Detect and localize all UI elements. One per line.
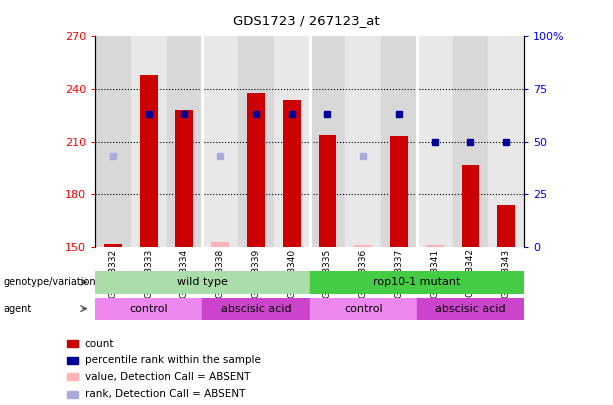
Bar bbox=[104, 243, 122, 247]
Bar bbox=[310, 271, 524, 294]
Text: GDS1723 / 267123_at: GDS1723 / 267123_at bbox=[233, 14, 380, 27]
Text: control: control bbox=[129, 304, 168, 314]
Bar bbox=[238, 36, 274, 247]
Text: abscisic acid: abscisic acid bbox=[435, 304, 506, 314]
Text: control: control bbox=[344, 304, 383, 314]
Text: abscisic acid: abscisic acid bbox=[221, 304, 291, 314]
Bar bbox=[390, 136, 408, 247]
Bar bbox=[417, 36, 452, 247]
Bar bbox=[497, 205, 515, 247]
Bar bbox=[95, 298, 202, 320]
Text: value, Detection Call = ABSENT: value, Detection Call = ABSENT bbox=[85, 372, 250, 382]
Bar bbox=[202, 298, 310, 320]
Bar bbox=[426, 245, 444, 247]
Bar bbox=[345, 36, 381, 247]
Text: rop10-1 mutant: rop10-1 mutant bbox=[373, 277, 460, 288]
Bar bbox=[319, 135, 337, 247]
Bar bbox=[489, 36, 524, 247]
Bar bbox=[67, 390, 78, 398]
Bar bbox=[310, 298, 417, 320]
Text: agent: agent bbox=[3, 304, 31, 314]
Text: genotype/variation: genotype/variation bbox=[3, 277, 96, 288]
Bar bbox=[462, 164, 479, 247]
Bar bbox=[67, 357, 78, 364]
Bar bbox=[175, 110, 193, 247]
Bar bbox=[354, 245, 372, 247]
Bar bbox=[140, 75, 158, 247]
Text: rank, Detection Call = ABSENT: rank, Detection Call = ABSENT bbox=[85, 389, 245, 399]
Bar bbox=[202, 36, 238, 247]
Bar bbox=[274, 36, 310, 247]
Bar bbox=[247, 93, 265, 247]
Bar bbox=[381, 36, 417, 247]
Text: count: count bbox=[85, 339, 114, 349]
Bar bbox=[452, 36, 489, 247]
Bar bbox=[211, 242, 229, 247]
Text: wild type: wild type bbox=[177, 277, 227, 288]
Text: percentile rank within the sample: percentile rank within the sample bbox=[85, 355, 261, 365]
Bar bbox=[283, 100, 300, 247]
Bar bbox=[95, 36, 131, 247]
Bar bbox=[67, 340, 78, 347]
Bar bbox=[131, 36, 167, 247]
Bar bbox=[95, 271, 310, 294]
Bar bbox=[417, 298, 524, 320]
Bar bbox=[310, 36, 345, 247]
Bar bbox=[67, 373, 78, 380]
Bar bbox=[167, 36, 202, 247]
